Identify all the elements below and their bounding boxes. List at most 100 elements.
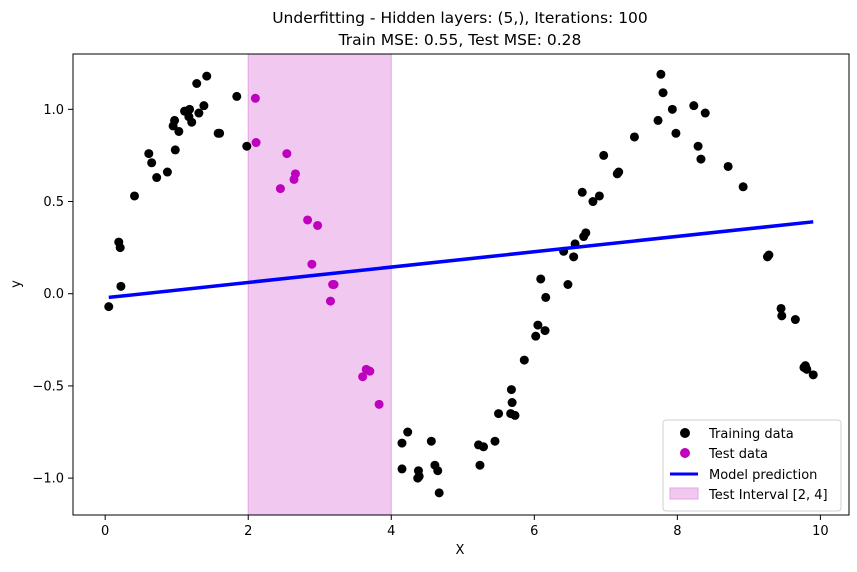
training-data-point: [614, 167, 624, 177]
test-data-point: [250, 93, 260, 103]
training-data-point: [577, 187, 587, 197]
training-data-point: [693, 141, 703, 151]
training-data-point: [426, 436, 436, 446]
training-data-point: [434, 488, 444, 498]
training-data-point: [490, 436, 500, 446]
training-data-point: [581, 228, 591, 238]
test-interval-span: [247, 53, 392, 516]
test-data-point: [374, 399, 384, 409]
training-data-point: [397, 438, 407, 448]
test-data-point: [303, 215, 313, 225]
y-tick-label: 1.0: [43, 103, 64, 118]
x-tick-label: 6: [530, 524, 538, 539]
training-data-point: [494, 409, 504, 419]
training-data-point: [540, 326, 550, 336]
training-data-point: [475, 460, 485, 470]
x-tick-label: 4: [387, 524, 395, 539]
training-data-point: [506, 385, 516, 395]
training-data-point: [599, 150, 609, 160]
training-data-point: [594, 191, 604, 201]
y-tick-label: 0.5: [43, 195, 64, 210]
training-data-point: [170, 115, 180, 125]
training-data-point: [629, 132, 639, 142]
training-data-point: [479, 442, 489, 452]
training-data-point: [147, 158, 157, 168]
x-tick-label: 2: [244, 524, 252, 539]
x-axis-label: X: [456, 543, 465, 558]
test-data-point: [307, 259, 317, 269]
plot-area-frame: [72, 53, 850, 516]
legend-label-test: Test data: [708, 447, 768, 462]
training-data-point: [588, 197, 598, 207]
chart-title-line1: Underfitting - Hidden layers: (5,), Iter…: [272, 9, 648, 27]
test-data-point: [365, 366, 375, 376]
y-tick-label: −1.0: [32, 472, 64, 487]
legend: Training data Test data Model prediction…: [662, 419, 842, 512]
training-data-point: [202, 71, 212, 81]
model-prediction-line: [108, 220, 814, 300]
training-data-point: [433, 466, 443, 476]
training-data-point: [104, 302, 114, 312]
test-data-point: [358, 372, 368, 382]
training-data-point: [700, 108, 710, 118]
training-data-point: [130, 191, 140, 201]
x-axis-ticks: 0 2 4 6 8 10: [101, 515, 829, 539]
x-tick-label: 8: [673, 524, 681, 539]
training-data-point: [671, 128, 681, 138]
training-data-point: [563, 280, 573, 289]
test-data-point: [251, 138, 261, 148]
training-data-point: [802, 364, 812, 374]
training-data-point: [536, 274, 546, 284]
training-data-point: [152, 173, 162, 183]
training-data-point: [764, 250, 774, 260]
training-data-point: [507, 398, 517, 408]
chart-title-line2: Train MSE: 0.55, Test MSE: 0.28: [338, 31, 582, 49]
training-data-point: [777, 311, 787, 321]
y-tick-label: −0.5: [32, 379, 64, 394]
training-data-point: [696, 154, 706, 164]
legend-label-interval: Test Interval [2, 4]: [708, 488, 828, 503]
training-data-point: [667, 104, 677, 114]
training-data-point: [738, 182, 748, 192]
training-data-point: [653, 115, 663, 125]
test-data-point: [325, 296, 335, 306]
training-data-point: [790, 315, 800, 325]
legend-marker-training: [680, 428, 690, 438]
training-data-point: [656, 69, 666, 79]
legend-marker-interval: [669, 487, 699, 500]
training-data-point: [187, 117, 197, 127]
training-data-point: [242, 141, 252, 151]
legend-box: [662, 419, 842, 512]
training-data-point: [510, 410, 520, 420]
training-data-point: [658, 88, 668, 98]
training-data-point: [569, 252, 579, 262]
legend-label-training: Training data: [708, 427, 794, 442]
training-data-point: [170, 145, 180, 155]
y-tick-label: 0.0: [43, 287, 64, 302]
training-data-point: [519, 355, 529, 365]
training-data-point: [397, 464, 407, 474]
training-data-point: [776, 303, 786, 313]
training-data-point: [194, 108, 204, 118]
training-data-point: [144, 149, 154, 159]
test-data-point: [313, 220, 323, 230]
legend-marker-test: [680, 448, 690, 458]
x-tick-label: 0: [101, 524, 109, 539]
training-data-point: [723, 161, 733, 171]
training-data-point: [185, 104, 195, 114]
test-data-series: [250, 93, 384, 409]
test-data-point: [282, 149, 292, 159]
training-data-point: [162, 167, 172, 177]
test-data-point: [275, 184, 285, 194]
training-data-point: [533, 320, 543, 330]
x-tick-label: 10: [812, 524, 829, 539]
training-data-point: [531, 331, 541, 341]
training-data-point: [403, 427, 413, 437]
training-data-point: [808, 370, 818, 380]
training-data-point: [414, 471, 424, 481]
training-data-series: [104, 69, 818, 498]
training-data-point: [192, 79, 202, 89]
y-axis-ticks: −1.0 −0.5 0.0 0.5 1.0: [32, 103, 73, 487]
